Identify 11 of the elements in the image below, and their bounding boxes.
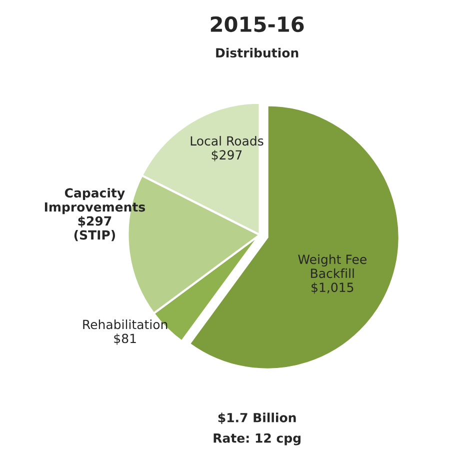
data-label: $297 (212, 150, 242, 162)
slice-label: Weight Fee Backfill (298, 254, 366, 278)
slice-label: Capacity Improvements (44, 188, 146, 214)
text: Rate: 12 cpg (214, 433, 300, 446)
text: $1.7 Billion (218, 412, 296, 424)
data-label: $297 (STIP) (74, 216, 116, 242)
slice-label: Local Roads (190, 136, 264, 146)
chart-subtitle: Distribution (216, 48, 298, 58)
data-label: $1,015 (312, 282, 354, 294)
data-label: $81 (114, 334, 136, 345)
chart-title: 2015-16 (210, 16, 304, 32)
